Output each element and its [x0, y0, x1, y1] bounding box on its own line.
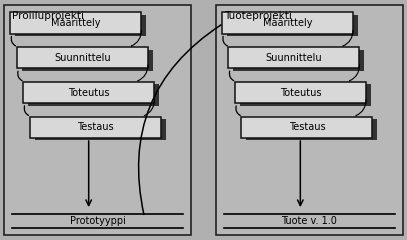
FancyArrowPatch shape [18, 71, 22, 81]
Text: Määrittely: Määrittely [263, 18, 312, 28]
FancyBboxPatch shape [4, 5, 191, 235]
FancyBboxPatch shape [15, 15, 146, 36]
FancyBboxPatch shape [241, 117, 372, 138]
FancyBboxPatch shape [235, 82, 366, 103]
FancyBboxPatch shape [228, 47, 359, 68]
FancyArrowPatch shape [356, 100, 366, 116]
FancyArrowPatch shape [138, 65, 148, 81]
FancyBboxPatch shape [222, 12, 353, 34]
FancyBboxPatch shape [216, 5, 403, 235]
FancyArrowPatch shape [230, 71, 234, 81]
Text: Testaus: Testaus [289, 122, 325, 132]
Text: Prototyyppi: Prototyyppi [70, 216, 126, 226]
FancyArrowPatch shape [138, 25, 221, 215]
Text: Toteutus: Toteutus [68, 88, 109, 98]
FancyBboxPatch shape [35, 119, 166, 140]
FancyBboxPatch shape [28, 84, 159, 106]
FancyBboxPatch shape [233, 50, 364, 71]
FancyBboxPatch shape [240, 84, 371, 106]
Text: Tuoteprojekti: Tuoteprojekti [224, 11, 292, 21]
FancyBboxPatch shape [30, 117, 161, 138]
Text: Suunnittelu: Suunnittelu [54, 53, 111, 63]
FancyArrowPatch shape [11, 36, 15, 46]
FancyArrowPatch shape [223, 36, 227, 46]
FancyBboxPatch shape [23, 82, 154, 103]
Text: Proiiluprojekti: Proiiluprojekti [12, 11, 84, 21]
Text: Toteutus: Toteutus [280, 88, 321, 98]
Text: Määrittely: Määrittely [51, 18, 101, 28]
FancyBboxPatch shape [227, 15, 358, 36]
Text: Suunnittelu: Suunnittelu [265, 53, 322, 63]
FancyArrowPatch shape [343, 30, 353, 46]
FancyBboxPatch shape [22, 50, 153, 71]
FancyArrowPatch shape [236, 106, 240, 115]
FancyBboxPatch shape [17, 47, 148, 68]
FancyArrowPatch shape [350, 65, 359, 81]
Text: Testaus: Testaus [77, 122, 114, 132]
FancyArrowPatch shape [144, 100, 154, 116]
FancyArrowPatch shape [131, 30, 141, 46]
Text: Tuote v. 1.0: Tuote v. 1.0 [281, 216, 337, 226]
FancyBboxPatch shape [246, 119, 377, 140]
FancyBboxPatch shape [10, 12, 141, 34]
FancyArrowPatch shape [24, 106, 28, 115]
